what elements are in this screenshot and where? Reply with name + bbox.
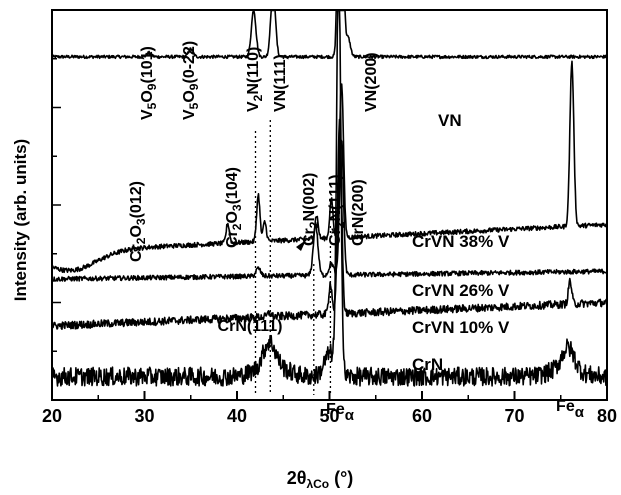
peak-annotation: V5O9(101) — [139, 46, 159, 120]
series-label: CrVN 10% V — [412, 318, 510, 337]
x-tick-label: 30 — [134, 406, 154, 426]
x-tick-label: 80 — [597, 406, 617, 426]
dotted-guide-lines — [254, 120, 332, 395]
peak-annotation: Cr2O3(104) — [224, 167, 244, 248]
series-label: VN — [438, 111, 462, 130]
peak-annotation: Cr2N(002) — [301, 173, 321, 246]
peak-annotations: V5O9(101) V5O9(0-22) V2N(110) VN(111) VN(200… — [128, 41, 585, 424]
peak-annotation: V5O9(0-22) — [181, 41, 201, 120]
series-labels: VN CrVN 38% V CrVN 26% V CrVN 10% V CrN — [412, 111, 510, 374]
peak-annotation: VN(111) — [272, 54, 289, 112]
series-label: CrVN 26% V — [412, 281, 510, 300]
curve-crvn-26-v — [51, 139, 607, 282]
curve-crvn-10-v — [51, 118, 608, 330]
curve-crvn-38-v — [51, 60, 608, 274]
x-tick-label: 20 — [42, 406, 62, 426]
y-axis-ticks — [52, 58, 61, 352]
substrate-peak-label: Feα — [326, 401, 355, 424]
x-tick-label: 50 — [319, 406, 339, 426]
curve-vn — [51, 9, 608, 60]
x-axis-ticks: 20 30 40 50 60 70 80 — [42, 391, 617, 426]
peak-annotation: VN(200) — [363, 52, 380, 112]
peak-annotation: Cr2O3(012) — [128, 181, 148, 262]
series-label: CrN — [412, 355, 443, 374]
x-tick-label: 40 — [227, 406, 247, 426]
x-axis-label: 2θλCo (°) — [287, 468, 354, 491]
series-label: CrVN 38% V — [412, 232, 510, 251]
peak-annotation: CrN(200) — [350, 179, 367, 246]
peak-annotation: CrN(111) — [218, 318, 283, 335]
x-axis-label-sub: λCo — [306, 477, 329, 491]
x-tick-label: 60 — [412, 406, 432, 426]
peak-arrow — [296, 240, 306, 251]
y-axis-label: Intensity (arb. units) — [11, 139, 30, 301]
x-tick-label: 70 — [504, 406, 524, 426]
substrate-peak-label: Feα — [556, 398, 585, 421]
curve-crn — [51, 9, 608, 387]
peak-annotation: Cr2N(111) — [327, 174, 347, 246]
peak-annotation: V2N(110) — [245, 47, 265, 112]
diffraction-curves — [51, 9, 608, 387]
x-axis-label-unit: (°) — [329, 468, 353, 488]
x-axis-label-main: 2θ — [287, 468, 307, 488]
